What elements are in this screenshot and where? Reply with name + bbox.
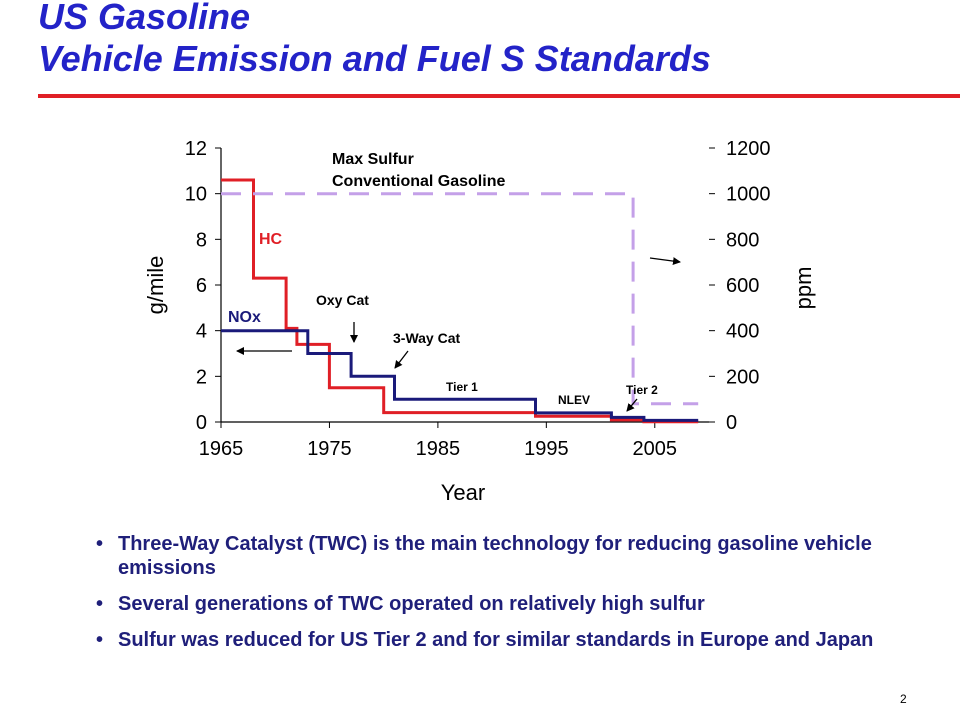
left-tick-label: 0 (196, 412, 207, 434)
right-tick-label: 0 (726, 412, 737, 434)
left-tick-label: 8 (196, 229, 207, 251)
title-line-1: US Gasoline (38, 0, 251, 37)
hc-label: HC (259, 231, 283, 248)
three-way-cat-label: 3-Way Cat (393, 330, 461, 346)
oxy-cat-label: Oxy Cat (316, 292, 369, 308)
left-axis-title: g/mile (143, 256, 168, 315)
x-axis-title: Year (441, 480, 485, 505)
sulfur-axis-arrow (649, 257, 681, 266)
bullet-dot-icon: • (96, 593, 104, 615)
bullet-text: Several generations of TWC operated on r… (118, 593, 705, 615)
data-series (221, 178, 699, 424)
nox-step-line (221, 329, 699, 422)
right-tick-label: 200 (726, 366, 759, 388)
bullet-dot-icon: • (96, 629, 104, 651)
bullet-item: • Three-Way Catalyst (TWC) is the main te… (96, 532, 916, 580)
bullet-list: • Three-Way Catalyst (TWC) is the main te… (96, 532, 916, 664)
left-tick-label: 2 (196, 366, 207, 388)
slide-title: US Gasoline Vehicle Emission and Fuel S … (38, 0, 711, 80)
x-tick-label: 1995 (524, 438, 569, 460)
bullet-text: Sulfur was reduced for US Tier 2 and for… (118, 629, 874, 651)
title-underline (38, 94, 960, 98)
bullet-item: • Several generations of TWC operated on … (96, 592, 916, 616)
left-tick-label: 4 (196, 321, 207, 343)
left-tick-label: 6 (196, 275, 207, 297)
sulfur-step-line (221, 192, 699, 406)
nox-label: NOx (228, 309, 261, 326)
tier2-arrow (626, 398, 638, 412)
three-way-cat-arrow (394, 350, 409, 369)
axes: 0 2 4 6 8 10 12 0 200 400 600 800 1000 1200 1965 1975 19… (143, 138, 816, 505)
x-tick-label: 1965 (199, 438, 244, 460)
x-tick-label: 2005 (633, 438, 678, 460)
annotations: Max Sulfur Conventional Gasoline HC NOx Oxy … (228, 151, 681, 412)
left-tick-label: 10 (185, 184, 207, 206)
right-tick-label: 1000 (726, 184, 771, 206)
sulfur-label-line2: Conventional Gasoline (332, 173, 505, 190)
x-tick-label: 1985 (416, 438, 461, 460)
right-axis-title: ppm (791, 267, 816, 310)
title-line-2: Vehicle Emission and Fuel S Standards (38, 38, 711, 79)
nlev-label: NLEV (558, 393, 590, 407)
bullet-dot-icon: • (96, 533, 104, 555)
hc-step-line (221, 178, 699, 424)
tier1-label: Tier 1 (446, 380, 478, 394)
left-tick-label: 12 (185, 138, 207, 160)
bullet-text: Three-Way Catalyst (TWC) is the main tec… (118, 533, 872, 579)
bullet-item: • Sulfur was reduced for US Tier 2 and fo… (96, 628, 916, 652)
right-tick-label: 1200 (726, 138, 771, 160)
right-tick-label: 800 (726, 229, 759, 251)
right-tick-label: 400 (726, 321, 759, 343)
tier2-label: Tier 2 (626, 383, 658, 397)
right-tick-label: 600 (726, 275, 759, 297)
sulfur-label-line1: Max Sulfur (332, 151, 414, 168)
page-number: 2 (900, 692, 907, 706)
emissions-chart: 0 2 4 6 8 10 12 0 200 400 600 800 1000 1200 1965 1975 19… (143, 138, 816, 505)
x-tick-label: 1975 (307, 438, 352, 460)
